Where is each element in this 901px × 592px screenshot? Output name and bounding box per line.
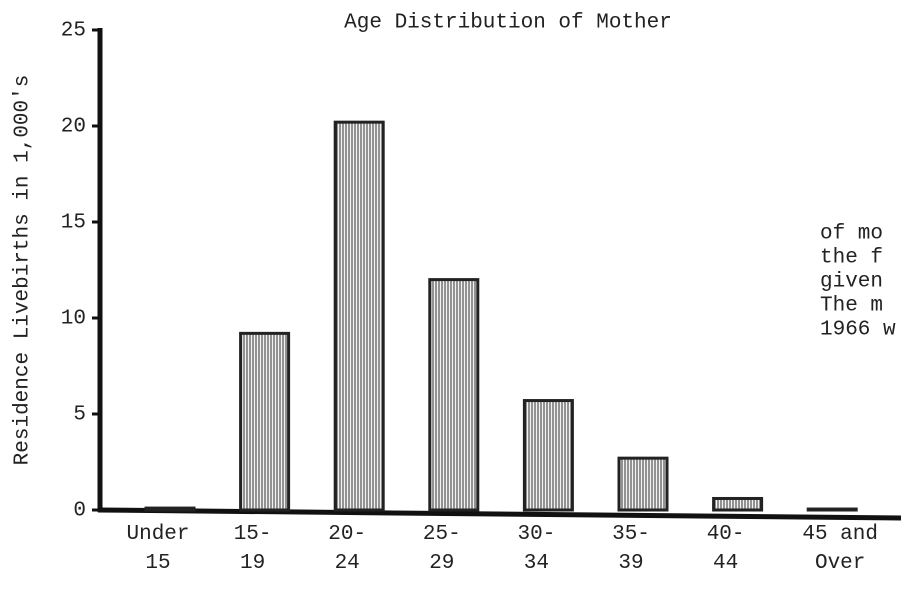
bar xyxy=(144,506,196,512)
x-axis xyxy=(97,507,901,521)
annotation: given xyxy=(820,271,883,294)
annotation: 1966 w xyxy=(820,319,896,342)
bar xyxy=(239,331,291,512)
annotation: of mo xyxy=(820,223,883,246)
x-tick-label: 40- 44 xyxy=(706,523,745,575)
bar xyxy=(806,507,858,512)
x-tick-label: Under 15 xyxy=(126,523,190,575)
annotation: the f xyxy=(820,247,883,270)
x-tick-label: 25- 29 xyxy=(422,523,461,575)
x-tick-label: 20- 24 xyxy=(328,523,367,575)
y-axis-label: Residence Livebirths in 1,000's xyxy=(12,75,35,466)
y-tick-label: 5 xyxy=(73,404,86,427)
bar xyxy=(522,399,574,512)
bar xyxy=(617,456,669,512)
bar xyxy=(333,120,385,512)
y-tick-label: 0 xyxy=(73,500,86,523)
bar xyxy=(712,496,764,512)
x-tick-label: 30- 34 xyxy=(517,523,556,575)
y-tick-label: 25 xyxy=(61,20,86,43)
y-tick-label: 15 xyxy=(61,212,86,235)
annotation: The m xyxy=(820,295,883,318)
chart-title: Age Distribution of Mother xyxy=(344,12,672,35)
x-tick-label: 35- 39 xyxy=(612,523,650,575)
bar xyxy=(428,278,480,512)
x-tick-label: 15- 19 xyxy=(233,523,272,575)
y-tick-label: 10 xyxy=(61,308,86,331)
y-tick-label: 20 xyxy=(61,116,86,139)
x-tick-label: 45 and Over xyxy=(802,523,878,575)
